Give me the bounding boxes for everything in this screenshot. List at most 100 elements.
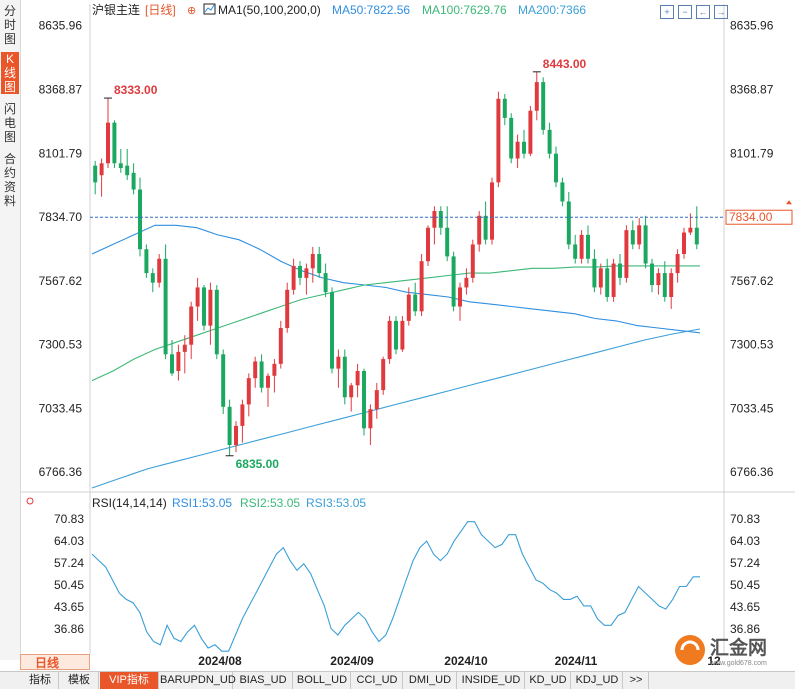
candle xyxy=(656,268,661,295)
candle-body xyxy=(586,234,590,259)
rsi3-label: RSI3:53.05 xyxy=(306,496,366,510)
moving-average-lines xyxy=(91,224,701,489)
candle-body xyxy=(387,320,392,360)
candle xyxy=(650,258,654,293)
ma-chart-icon[interactable] xyxy=(203,3,216,15)
tab-templates[interactable]: 模板 xyxy=(60,672,99,689)
candle xyxy=(253,356,258,388)
candle xyxy=(291,258,296,295)
tab-dmi[interactable]: DMI_UD xyxy=(404,672,457,689)
candle xyxy=(362,368,366,436)
candle xyxy=(374,382,379,419)
candle xyxy=(688,213,693,235)
candle xyxy=(150,268,155,293)
ma-chart-icon-line xyxy=(204,4,215,13)
tab-indicators[interactable]: 指标 xyxy=(22,672,59,689)
candle-body xyxy=(176,351,181,371)
price-tick-left-1: 8368.87 xyxy=(39,83,83,97)
tab-inside[interactable]: INSIDE_UD xyxy=(458,672,525,689)
tab-kdj[interactable]: KDJ_UD xyxy=(572,672,623,689)
period-label[interactable]: [日线] xyxy=(145,3,176,17)
current-price-marker: 7834.00 xyxy=(90,200,793,225)
candle xyxy=(579,230,584,264)
candle xyxy=(355,363,360,398)
candle xyxy=(125,148,130,180)
candle xyxy=(157,254,162,288)
candle-body xyxy=(157,258,162,283)
candle xyxy=(259,354,264,393)
tab-bias[interactable]: BIAS_UD xyxy=(234,672,293,689)
candle-body xyxy=(125,165,130,176)
candle-body xyxy=(554,153,558,183)
candle xyxy=(349,382,354,412)
current-price-label: 7834.00 xyxy=(729,210,773,224)
tab-timeshare[interactable]: 分时图 xyxy=(3,4,16,46)
candle xyxy=(323,263,328,297)
candle xyxy=(522,129,526,159)
candle xyxy=(266,373,270,407)
candle-body xyxy=(445,227,450,257)
candle-body xyxy=(336,356,341,369)
candle-body xyxy=(362,371,366,429)
candle-body xyxy=(150,273,155,283)
candle-body xyxy=(470,244,475,278)
annotation-label-1: 6835.00 xyxy=(236,457,280,471)
chart-toolbar: + − ← → xyxy=(660,2,732,19)
candle xyxy=(445,206,450,262)
price-tick-left-2: 8101.79 xyxy=(39,146,83,160)
tab-flash-chart[interactable]: 闪电图 xyxy=(3,102,16,144)
candle xyxy=(451,251,456,312)
zoom-in-icon[interactable]: + xyxy=(660,5,674,19)
candle xyxy=(99,158,104,197)
tab-cci[interactable]: CCI_UD xyxy=(352,672,403,689)
rsi-tick-left-0: 70.83 xyxy=(54,512,84,526)
candle-body xyxy=(170,354,174,374)
candle-body xyxy=(374,390,379,410)
candle-body xyxy=(112,122,117,164)
candle xyxy=(566,191,571,250)
rsi1-label: RSI1:53.05 xyxy=(172,496,232,510)
ma-settings-icon[interactable]: ⊕ xyxy=(187,5,196,17)
candle xyxy=(598,263,603,295)
candle xyxy=(541,77,546,135)
candle xyxy=(304,263,309,295)
forward-icon[interactable]: → xyxy=(714,5,728,19)
tab-more[interactable]: >> xyxy=(624,672,649,689)
candle xyxy=(586,225,590,264)
candle-body xyxy=(566,201,571,245)
zoom-out-icon[interactable]: − xyxy=(678,5,692,19)
candle-body xyxy=(515,141,520,159)
tab-barupdn[interactable]: BARUPDN_UD xyxy=(160,672,236,689)
price-tick-left-4: 7567.62 xyxy=(39,274,83,288)
tab-kd[interactable]: KD_UD xyxy=(526,672,571,689)
candle-body xyxy=(656,273,661,286)
tab-kline[interactable]: K线图 xyxy=(1,52,19,94)
rsi-line-series xyxy=(91,521,700,652)
candle xyxy=(477,211,482,252)
candle xyxy=(496,91,501,188)
tab-boll[interactable]: BOLL_UD xyxy=(294,672,351,689)
candle xyxy=(515,134,520,169)
candle-body xyxy=(579,234,584,259)
candle xyxy=(214,285,219,360)
rsi-line xyxy=(91,521,700,652)
candle-body xyxy=(426,227,430,262)
candle xyxy=(464,268,469,295)
candle xyxy=(195,277,200,321)
ma-line-ma100 xyxy=(91,265,700,382)
period-selector[interactable]: 日线 xyxy=(20,654,90,670)
back-icon[interactable]: ← xyxy=(696,5,710,19)
tab-vip-indicators[interactable]: VIP指标 xyxy=(100,672,159,689)
sidebar: 分时图 K线图 闪电图 合约资料 xyxy=(0,0,21,660)
rsi-tick-right-3: 50.45 xyxy=(730,578,760,592)
candle-body xyxy=(208,289,213,326)
candle-body xyxy=(323,273,328,293)
annotation-label-2: 8443.00 xyxy=(543,57,587,71)
candle-body xyxy=(502,98,507,118)
tab-contract-info[interactable]: 合约资料 xyxy=(3,152,16,208)
candle xyxy=(528,105,533,157)
rsi-settings-icon[interactable] xyxy=(26,497,34,505)
candle-body xyxy=(266,375,270,388)
candlestick-series xyxy=(93,71,699,456)
candle-body xyxy=(330,292,334,369)
